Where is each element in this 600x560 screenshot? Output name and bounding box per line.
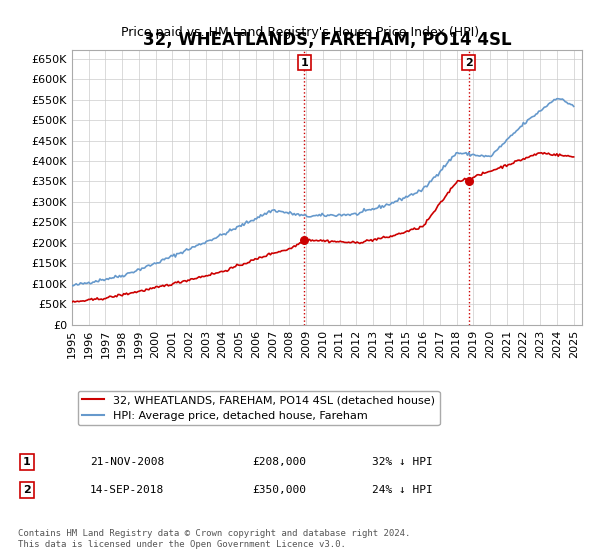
Text: 2: 2 — [465, 58, 473, 68]
Text: 1: 1 — [301, 58, 308, 68]
Text: 2: 2 — [23, 485, 31, 495]
Legend: 32, WHEATLANDS, FAREHAM, PO14 4SL (detached house), HPI: Average price, detached: 32, WHEATLANDS, FAREHAM, PO14 4SL (detac… — [77, 391, 440, 425]
Text: Contains HM Land Registry data © Crown copyright and database right 2024.
This d: Contains HM Land Registry data © Crown c… — [18, 529, 410, 549]
Text: Price paid vs. HM Land Registry's House Price Index (HPI): Price paid vs. HM Land Registry's House … — [121, 26, 479, 39]
Title: 32, WHEATLANDS, FAREHAM, PO14 4SL: 32, WHEATLANDS, FAREHAM, PO14 4SL — [143, 31, 511, 49]
Text: 21-NOV-2008: 21-NOV-2008 — [90, 457, 164, 467]
Text: £208,000: £208,000 — [252, 457, 306, 467]
Text: 14-SEP-2018: 14-SEP-2018 — [90, 485, 164, 495]
Text: 24% ↓ HPI: 24% ↓ HPI — [372, 485, 433, 495]
Point — [299, 235, 309, 244]
Text: 1: 1 — [23, 457, 31, 467]
Point — [464, 177, 473, 186]
Text: £350,000: £350,000 — [252, 485, 306, 495]
Text: 32% ↓ HPI: 32% ↓ HPI — [372, 457, 433, 467]
